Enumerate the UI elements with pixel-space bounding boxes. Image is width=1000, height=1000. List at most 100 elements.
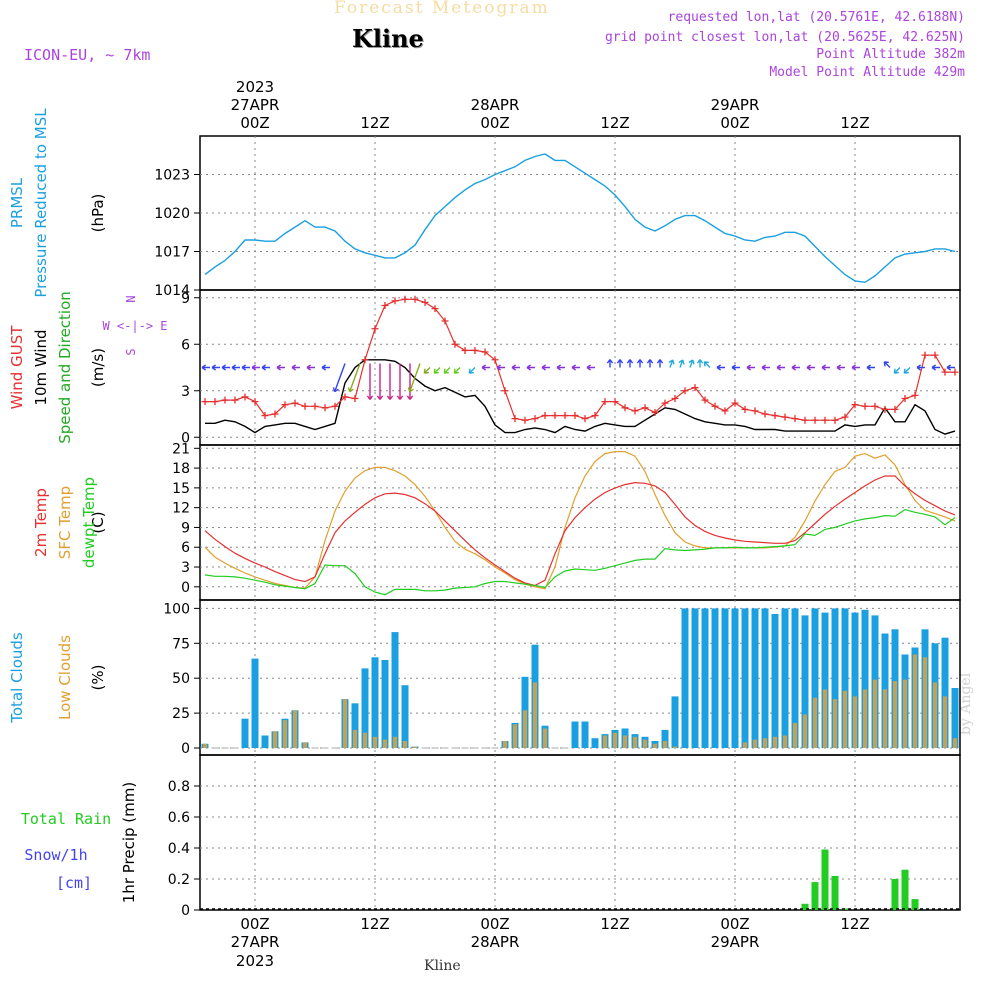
wind-gust-marker	[941, 368, 949, 376]
location-title: Kline	[352, 24, 424, 53]
total-clouds-bar	[801, 615, 809, 749]
wind-direction-arrow	[883, 361, 891, 368]
temp-2m-line	[204, 475, 956, 587]
total-clouds-bar	[691, 608, 699, 748]
total-clouds-bar	[731, 608, 739, 748]
low-clouds-bar	[953, 738, 957, 748]
wind-direction-arrow	[668, 359, 675, 368]
wind-gust-marker	[211, 398, 219, 406]
total-clouds-bar	[401, 685, 409, 748]
wind-gust-marker	[581, 415, 589, 423]
grid-point-coords: grid point closest lon,lat (20.5625E, 42…	[604, 30, 965, 45]
rain-bar	[891, 879, 899, 910]
clouds-unit-label: (%)	[89, 665, 107, 691]
low-clouds-bar	[673, 746, 677, 748]
wind-gust-marker	[241, 393, 249, 401]
rain-bar	[801, 903, 809, 910]
low-clouds-bar	[643, 739, 647, 748]
wind-direction-arrow	[731, 364, 740, 371]
wind-direction-arrow	[386, 363, 394, 400]
precip-y-tick-label: 0.6	[168, 810, 190, 826]
wind-gust-marker	[381, 302, 389, 309]
wind-direction-arrow	[866, 364, 875, 371]
wind-gust-marker	[771, 412, 779, 420]
wind-gust-marker	[851, 401, 859, 409]
total-clouds-bar	[821, 612, 829, 749]
temperature-y-tick-label: 18	[172, 461, 190, 477]
wind-gust-marker	[591, 412, 599, 420]
snow-unit-label: [cm]	[56, 874, 92, 892]
low-clouds-bar	[373, 736, 377, 748]
low-clouds-bar	[833, 699, 837, 748]
wind-side-label: 10m Wind	[32, 329, 50, 405]
wind-gust-marker	[711, 402, 719, 410]
wind-side-label: Speed and Direction	[56, 291, 74, 444]
wind-direction-arrow	[586, 364, 595, 371]
precip-y-tick-label: 0.2	[168, 872, 190, 888]
wind-gust-marker	[931, 351, 939, 359]
top-tick-label: 00Z	[240, 114, 269, 132]
low-clouds-bar	[743, 742, 747, 748]
bottom-date-label: 29APR	[711, 933, 760, 951]
forecast-title: Forecast Meteogram	[334, 0, 550, 18]
total-clouds-bar	[381, 660, 389, 748]
temperature-side-label: 2m Temp	[32, 488, 50, 557]
wind-direction-arrow	[231, 364, 240, 371]
wind-speed-line	[205, 359, 956, 435]
wind-gust-marker	[301, 402, 309, 410]
wind-direction-arrow	[836, 364, 845, 371]
wind-gust-marker	[651, 408, 659, 416]
low-clouds-bar	[353, 729, 357, 749]
point-altitude: Point Altitude 382m	[816, 47, 965, 62]
temperature-y-tick-label: 21	[172, 441, 190, 457]
total-clouds-bar	[241, 718, 249, 748]
total-clouds-bar	[771, 614, 779, 749]
wind-gust-marker	[231, 396, 239, 404]
low-clouds-bar	[513, 724, 517, 748]
wind-gust-marker	[571, 412, 579, 420]
top-tick-label: 12Z	[600, 114, 629, 132]
pressure-y-tick-label: 1023	[154, 168, 190, 184]
wind-gust-marker	[751, 407, 759, 415]
low-clouds-bar	[503, 741, 507, 748]
total-clouds-bar	[851, 612, 859, 749]
footer-location: Kline	[424, 958, 461, 974]
total-clouds-bar	[811, 608, 819, 748]
wind-gust-marker	[781, 413, 789, 421]
temperature-y-tick-label: 15	[172, 481, 190, 497]
wind-direction-arrow	[241, 364, 250, 371]
total-clouds-bar	[721, 608, 729, 748]
total-clouds-bar	[681, 608, 689, 748]
pressure-y-tick-label: 1014	[154, 283, 190, 299]
sfc-temp-line	[204, 451, 956, 590]
wind-y-tick-label: 0	[181, 430, 190, 446]
low-clouds-bar	[303, 742, 307, 748]
total-clouds-bar	[791, 608, 799, 748]
wind-gust-marker	[471, 346, 479, 354]
wind-gust-marker	[891, 405, 899, 413]
wind-direction-arrow	[251, 364, 260, 371]
rain-bar	[821, 849, 829, 910]
wind-direction-arrow	[481, 364, 490, 371]
low-clouds-bar	[383, 739, 387, 748]
wind-direction-arrow	[453, 367, 461, 374]
pressure-side-label: Pressure Reduced to MSL	[32, 108, 50, 298]
wind-gust-marker	[281, 401, 289, 409]
low-clouds-bar	[843, 690, 847, 749]
low-clouds-bar	[823, 689, 827, 748]
wind-direction-arrow	[468, 367, 476, 374]
wind-direction-arrow	[688, 359, 695, 368]
clouds-y-tick-label: 0	[181, 741, 190, 757]
wind-gust-marker	[701, 396, 709, 404]
low-clouds-bar	[613, 732, 617, 749]
wind-gust-marker	[201, 398, 209, 406]
wind-direction-arrow	[261, 364, 270, 371]
wind-direction-arrow	[376, 363, 384, 400]
wind-gust-marker	[481, 348, 489, 356]
wind-gust-marker	[661, 399, 669, 407]
wind-gust-marker	[491, 356, 499, 364]
temperature-y-tick-label: 6	[181, 540, 190, 556]
bottom-tick-label: 00Z	[480, 915, 509, 933]
pressure-series-line	[204, 153, 956, 284]
wind-side-label: Wind GUST	[8, 325, 26, 410]
